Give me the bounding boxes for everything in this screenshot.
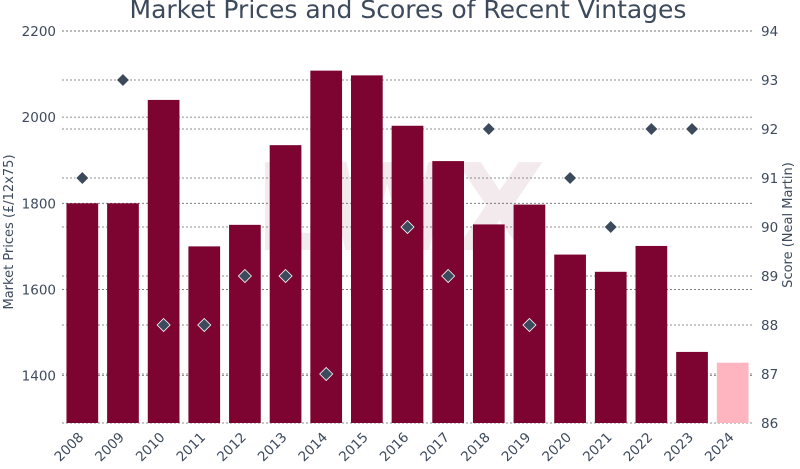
x-tick-label: 2013: [255, 430, 291, 466]
price-bar: [107, 203, 139, 423]
score-marker: [75, 170, 90, 186]
price-bar: [472, 224, 505, 423]
right-tick-label: 92: [761, 122, 778, 138]
x-tick-label: 2022: [621, 430, 657, 466]
x-tick-label: 2021: [580, 430, 616, 466]
score-marker: [237, 268, 252, 284]
price-bar: [635, 245, 668, 423]
x-tick-label: 2023: [661, 430, 697, 466]
price-bar: [554, 254, 586, 423]
score-marker: [684, 121, 700, 137]
score-marker: [197, 317, 212, 333]
x-tick-label: 2017: [417, 430, 453, 466]
price-bar: [188, 246, 221, 423]
x-tick-label: 2010: [133, 430, 169, 466]
price-bar: [229, 224, 261, 423]
bar-series: [66, 70, 749, 424]
right-tick-label: 87: [761, 367, 778, 383]
price-bar: [594, 271, 627, 423]
right-tick-label: 94: [761, 24, 778, 40]
right-tick-label: 88: [761, 318, 778, 334]
right-tick-label: 89: [761, 269, 778, 285]
score-marker: [481, 121, 496, 137]
price-bar: [391, 125, 424, 424]
price-bar: [351, 75, 383, 423]
y2-axis-label: Score (Neal Martin): [781, 162, 796, 288]
x-tick-label: 2012: [214, 430, 250, 466]
chart-title: Market Prices and Scores of Recent Vinta…: [130, 0, 687, 24]
right-tick-label: 93: [761, 73, 778, 89]
right-tick-label: 90: [761, 220, 778, 236]
right-axis-ticks: 86 87 88 89 90 91 92 93 94: [761, 24, 778, 432]
score-marker: [563, 170, 578, 186]
right-tick-label: 86: [761, 416, 778, 432]
price-bar: [676, 351, 708, 423]
x-tick-label: 2024: [702, 430, 738, 466]
x-tick-label: 2019: [499, 430, 535, 466]
x-axis-ticks: 2008 2009 2010 2011 2012 2013 2014 2015 2016 2017…: [52, 430, 738, 466]
price-bar: [269, 145, 302, 423]
left-tick-label: 2000: [22, 110, 56, 126]
price-bar: [432, 161, 464, 424]
x-tick-label: 2011: [173, 430, 209, 466]
left-axis-ticks: 1400 1600 1800 2000 2200: [22, 24, 56, 385]
price-bar: [310, 70, 343, 423]
right-tick-label: 91: [761, 171, 778, 187]
x-tick-label: 2009: [92, 430, 128, 466]
x-tick-label: 2008: [52, 430, 88, 466]
score-marker: [441, 268, 456, 284]
score-marker: [400, 219, 415, 235]
left-tick-label: 1800: [22, 196, 56, 212]
left-tick-label: 1600: [22, 282, 56, 298]
x-tick-label: 2020: [539, 430, 575, 466]
price-bar: [147, 99, 180, 423]
x-tick-label: 2015: [336, 430, 372, 466]
score-marker: [156, 317, 171, 333]
x-tick-label: 2016: [377, 430, 413, 466]
score-marker: [603, 219, 618, 235]
price-bar: [66, 203, 99, 423]
score-marker: [319, 366, 334, 382]
left-tick-label: 1400: [22, 369, 56, 385]
y-axis-label: Market Prices (£/12x75): [2, 154, 17, 309]
score-marker: [278, 268, 293, 284]
score-series: [75, 72, 700, 382]
x-tick-label: 2014: [295, 430, 331, 466]
left-tick-label: 2200: [22, 24, 56, 40]
price-bar: [513, 204, 546, 423]
price-bar: [716, 362, 749, 423]
score-marker: [522, 317, 537, 333]
x-tick-label: 2018: [458, 430, 494, 466]
score-marker: [644, 121, 659, 137]
score-marker: [115, 72, 131, 88]
